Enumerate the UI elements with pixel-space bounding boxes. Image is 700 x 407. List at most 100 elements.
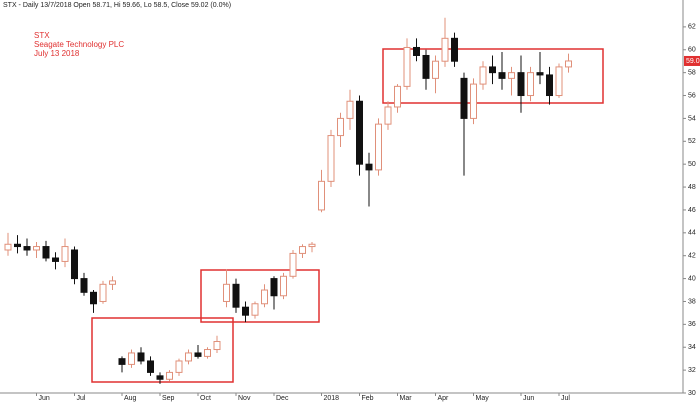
candle-body <box>52 257 59 262</box>
candle-body <box>280 275 287 297</box>
candle-body <box>356 100 363 165</box>
candle-body <box>536 72 544 76</box>
candle-body <box>394 85 401 108</box>
candle-body <box>498 72 506 79</box>
header: STX - Daily 13/7/2018 Open 58.71, Hi 59.… <box>3 2 231 9</box>
candle-body <box>33 246 40 251</box>
candle-body <box>413 46 420 56</box>
y-tick-label: 48 <box>688 184 696 191</box>
y-tick-label: 56 <box>688 92 696 99</box>
x-tick-label: Oct <box>200 395 211 402</box>
candle-body <box>432 60 439 79</box>
candle-body <box>375 123 382 171</box>
candle-body <box>318 180 325 211</box>
y-tick-label: 50 <box>688 161 696 168</box>
last-price-box <box>684 55 700 66</box>
candle-body <box>156 375 164 380</box>
candle-body <box>14 243 21 248</box>
candle-body <box>4 243 12 251</box>
x-tick-label: Jul <box>77 395 86 402</box>
candle-body <box>299 246 306 254</box>
candle-body <box>508 72 515 79</box>
y-tick-label: 62 <box>688 24 696 31</box>
candle-body <box>147 360 154 373</box>
y-tick-label: 44 <box>688 230 696 237</box>
candle-body <box>204 349 211 357</box>
candle-body <box>194 352 202 357</box>
candle-body <box>460 77 468 119</box>
x-tick-label: Sep <box>162 395 175 402</box>
y-tick-label: 40 <box>688 275 696 282</box>
candle-body <box>479 66 487 85</box>
x-tick-label: Dec <box>276 395 289 402</box>
candle-body <box>175 360 183 373</box>
range-box <box>382 48 604 104</box>
candle-body <box>242 306 249 316</box>
candle-body <box>517 72 525 97</box>
candle-body <box>565 60 572 68</box>
annotation: Seagate Technology PLC <box>34 40 124 49</box>
y-tick-label: 60 <box>688 47 696 54</box>
x-tick-label: Feb <box>362 395 374 402</box>
x-tick-label: Jul <box>561 395 570 402</box>
candle-body <box>166 371 173 380</box>
candle-body <box>555 66 563 97</box>
candle-body <box>346 100 354 119</box>
candle-body <box>489 66 496 74</box>
x-tick-label: May <box>476 395 490 402</box>
x-tick-label: Apr <box>438 395 450 402</box>
candle-body <box>223 283 230 302</box>
candle-body <box>470 83 477 119</box>
candle-body <box>422 54 430 79</box>
candle-body <box>23 246 31 251</box>
candle-body <box>365 163 373 171</box>
y-tick-label: 58 <box>688 69 696 76</box>
candle-body <box>384 106 392 125</box>
annotation: STX <box>34 31 50 40</box>
range-box <box>91 317 234 383</box>
candle-body <box>441 37 449 62</box>
y-tick-label: 36 <box>688 321 696 328</box>
x-tick-label: Jun <box>523 395 534 402</box>
x-tick-label: Jun <box>39 395 50 402</box>
y-tick-label: 30 <box>688 390 696 397</box>
candle-body <box>118 358 126 365</box>
candle-body <box>137 352 145 362</box>
candle-body <box>261 289 268 305</box>
candle-body <box>99 283 107 302</box>
candle-body <box>251 303 259 316</box>
y-tick-label: 46 <box>688 207 696 214</box>
candle-body <box>308 243 316 248</box>
x-tick-label: Aug <box>124 395 137 402</box>
candle-body <box>337 117 344 137</box>
x-tick-label: 2018 <box>324 395 340 402</box>
range-box <box>200 269 320 323</box>
last-price-label: 59.02 <box>686 58 700 65</box>
y-tick-label: 38 <box>688 298 696 305</box>
x-tick-label: Mar <box>400 395 413 402</box>
candle-body <box>213 341 221 351</box>
y-tick-label: 32 <box>688 367 696 374</box>
candle-body <box>289 252 297 277</box>
candle-body <box>71 249 78 280</box>
candle-body <box>80 278 88 293</box>
candle-body <box>90 291 97 305</box>
candle-body <box>546 74 553 97</box>
x-tick-label: Nov <box>238 395 251 402</box>
candle-body <box>451 37 458 62</box>
candle-body <box>527 72 534 97</box>
candle-body <box>61 246 69 262</box>
candle-body <box>185 352 192 362</box>
y-tick-label: 52 <box>688 138 696 145</box>
y-tick-label: 54 <box>688 115 696 122</box>
candle-body <box>403 46 411 87</box>
candle-body <box>270 278 278 297</box>
candle-body <box>327 135 335 182</box>
candle-body <box>42 246 50 259</box>
candle-body <box>109 280 116 285</box>
y-tick-label: 42 <box>688 253 696 260</box>
candle-body <box>232 283 240 308</box>
y-tick-label: 34 <box>688 344 696 351</box>
